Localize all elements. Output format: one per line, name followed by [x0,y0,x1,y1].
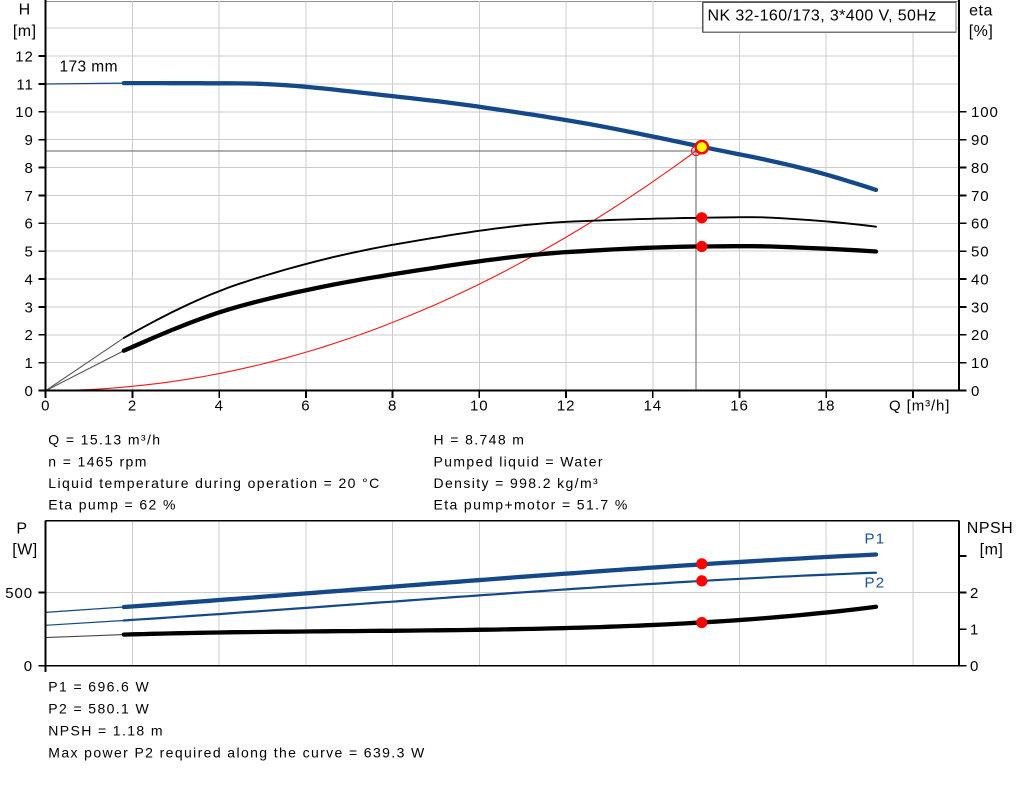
svg-text:P1: P1 [865,530,886,547]
svg-text:2: 2 [128,398,137,415]
svg-text:n = 1465 rpm: n = 1465 rpm [48,453,147,469]
svg-text:12: 12 [15,49,34,66]
svg-text:3: 3 [25,299,34,316]
svg-text:2: 2 [970,585,979,602]
svg-text:60: 60 [971,216,990,233]
svg-text:Eta pump+motor = 51.7 %: Eta pump+motor = 51.7 % [434,497,629,513]
svg-text:0: 0 [970,658,979,675]
svg-text:70: 70 [971,188,990,205]
svg-text:4: 4 [25,272,34,289]
svg-text:50: 50 [971,244,990,261]
svg-text:[%]: [%] [969,23,994,40]
svg-text:NPSH: NPSH [967,520,1013,537]
svg-text:8: 8 [25,160,34,177]
svg-text:Q = 15.13 m³/h: Q = 15.13 m³/h [48,432,161,448]
svg-text:11: 11 [16,76,33,93]
svg-text:Density = 998.2 kg/m³: Density = 998.2 kg/m³ [434,475,600,491]
svg-text:30: 30 [971,299,990,316]
svg-text:2: 2 [25,327,34,344]
svg-text:[W]: [W] [12,542,38,559]
svg-text:10: 10 [470,398,489,415]
svg-text:10: 10 [15,104,34,121]
svg-text:0: 0 [971,383,980,400]
svg-text:18: 18 [817,398,836,415]
svg-text:1: 1 [25,355,34,372]
svg-text:80: 80 [971,160,990,177]
svg-text:16: 16 [730,398,749,415]
svg-text:4: 4 [215,398,224,415]
svg-text:14: 14 [644,398,663,415]
svg-text:[m]: [m] [13,23,37,40]
svg-text:H = 8.748 m: H = 8.748 m [434,432,526,448]
svg-text:0: 0 [24,658,33,675]
svg-text:P2 = 580.1 W: P2 = 580.1 W [48,701,150,717]
svg-text:500: 500 [5,585,33,602]
svg-text:9: 9 [25,132,34,149]
svg-text:Q [m³/h]: Q [m³/h] [889,397,950,414]
svg-text:Pumped liquid = Water: Pumped liquid = Water [434,453,604,469]
svg-text:1: 1 [970,622,979,639]
svg-text:6: 6 [301,398,310,415]
svg-text:Max power P2 required along th: Max power P2 required along the curve = … [48,745,425,761]
svg-text:P2: P2 [865,575,886,592]
svg-text:eta: eta [969,3,993,20]
svg-text:6: 6 [25,216,34,233]
svg-text:90: 90 [971,132,990,149]
svg-text:H: H [19,2,31,19]
svg-text:Liquid temperature during oper: Liquid temperature during operation = 20… [48,475,380,491]
svg-text:P: P [16,521,27,538]
svg-text:7: 7 [25,188,34,205]
svg-text:10: 10 [971,355,990,372]
svg-text:NK 32-160/173, 3*400 V, 50Hz: NK 32-160/173, 3*400 V, 50Hz [708,7,937,24]
svg-text:Eta pump = 62 %: Eta pump = 62 % [48,497,177,513]
svg-text:NPSH = 1.18 m: NPSH = 1.18 m [48,723,164,739]
svg-text:P1 = 696.6 W: P1 = 696.6 W [48,679,150,695]
svg-text:40: 40 [971,272,990,289]
svg-text:0: 0 [41,398,50,415]
svg-text:[m]: [m] [980,542,1004,559]
svg-text:0: 0 [25,383,34,400]
svg-text:12: 12 [557,398,576,415]
svg-text:173 mm: 173 mm [60,59,118,76]
svg-text:5: 5 [25,244,34,261]
svg-text:20: 20 [971,327,990,344]
svg-text:8: 8 [388,398,397,415]
svg-text:100: 100 [971,104,999,121]
